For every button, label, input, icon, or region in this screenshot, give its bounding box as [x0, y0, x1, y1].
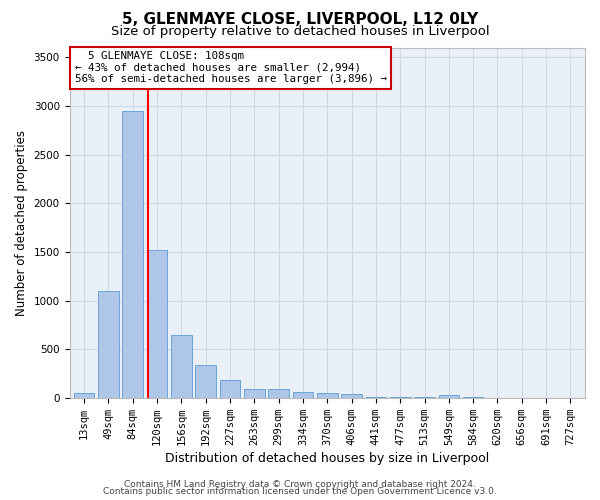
Bar — [196, 364, 216, 398]
Text: Contains public sector information licensed under the Open Government Licence v3: Contains public sector information licen… — [103, 487, 497, 496]
Bar — [171, 334, 192, 398]
Bar — [317, 393, 338, 398]
Bar — [147, 250, 167, 398]
Bar — [341, 394, 362, 398]
Text: Size of property relative to detached houses in Liverpool: Size of property relative to detached ho… — [110, 25, 490, 38]
Bar — [98, 291, 119, 398]
Bar — [74, 393, 94, 398]
Bar — [244, 389, 265, 398]
Bar — [220, 380, 241, 398]
Bar — [293, 392, 313, 398]
Bar — [268, 388, 289, 398]
Y-axis label: Number of detached properties: Number of detached properties — [15, 130, 28, 316]
Bar — [122, 111, 143, 398]
Text: 5 GLENMAYE CLOSE: 108sqm
← 43% of detached houses are smaller (2,994)
56% of sem: 5 GLENMAYE CLOSE: 108sqm ← 43% of detach… — [74, 51, 386, 84]
X-axis label: Distribution of detached houses by size in Liverpool: Distribution of detached houses by size … — [165, 452, 490, 465]
Text: 5, GLENMAYE CLOSE, LIVERPOOL, L12 0LY: 5, GLENMAYE CLOSE, LIVERPOOL, L12 0LY — [122, 12, 478, 28]
Bar — [439, 395, 459, 398]
Text: Contains HM Land Registry data © Crown copyright and database right 2024.: Contains HM Land Registry data © Crown c… — [124, 480, 476, 489]
